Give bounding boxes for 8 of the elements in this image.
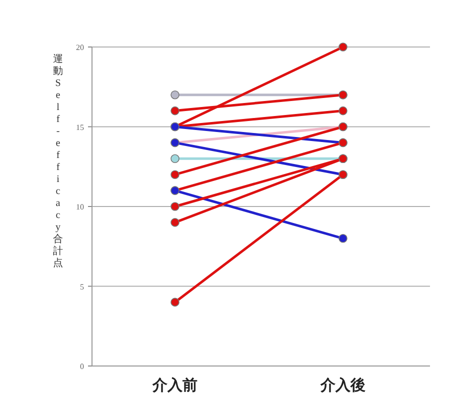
y-tick-label: 5 — [80, 282, 84, 292]
y-tick-label: 0 — [80, 362, 84, 371]
y-tick-label: 10 — [76, 202, 84, 212]
text: 運動Self-efficacy合計点 — [53, 54, 63, 269]
x-tick-label: 介入前 — [152, 376, 198, 394]
y-tick-label: 15 — [76, 122, 84, 132]
x-tick-label: 介入後 — [320, 376, 366, 394]
y-tick-label: 20 — [76, 43, 84, 52]
